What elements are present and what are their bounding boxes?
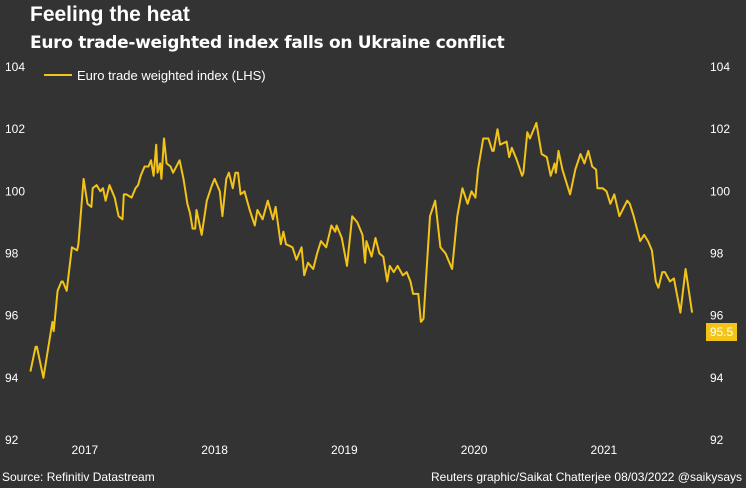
series-line — [29, 121, 694, 379]
legend-label: Euro trade weighted index (LHS) — [77, 68, 266, 83]
y-tick-label-right: 92 — [710, 433, 724, 447]
y-tick-label-right: 102 — [710, 122, 730, 136]
y-tick-label-right: 100 — [710, 184, 730, 198]
y-tick-label-left: 102 — [5, 122, 25, 136]
y-tick-label-left: 92 — [5, 433, 19, 447]
x-tick-label: 2021 — [591, 443, 618, 457]
x-tick-label: 2017 — [72, 443, 99, 457]
y-tick-label-left: 100 — [5, 184, 25, 198]
credit-note: Reuters graphic/Saikat Chatterjee 08/03/… — [430, 470, 742, 484]
y-tick-label-right: 94 — [710, 371, 724, 385]
source-note: Source: Refinitiv Datastream — [2, 470, 155, 484]
y-tick-label-left: 96 — [5, 309, 19, 323]
chart-subtitle: Euro trade-weighted index falls on Ukrai… — [30, 33, 505, 53]
last-value-label: 95.5 — [710, 325, 734, 339]
y-tick-label-left: 98 — [5, 247, 19, 261]
y-tick-label-right: 96 — [710, 309, 724, 323]
y-tick-label-right: 98 — [710, 247, 724, 261]
y-tick-label-left: 94 — [5, 371, 19, 385]
x-tick-label: 2019 — [331, 443, 358, 457]
chart-title: Feeling the heat — [30, 3, 190, 26]
y-tick-label-left: 104 — [5, 60, 25, 74]
x-tick-label: 2018 — [201, 443, 228, 457]
y-tick-label-right: 104 — [710, 60, 730, 74]
x-tick-label: 2020 — [461, 443, 488, 457]
last-value-badge — [706, 323, 737, 341]
